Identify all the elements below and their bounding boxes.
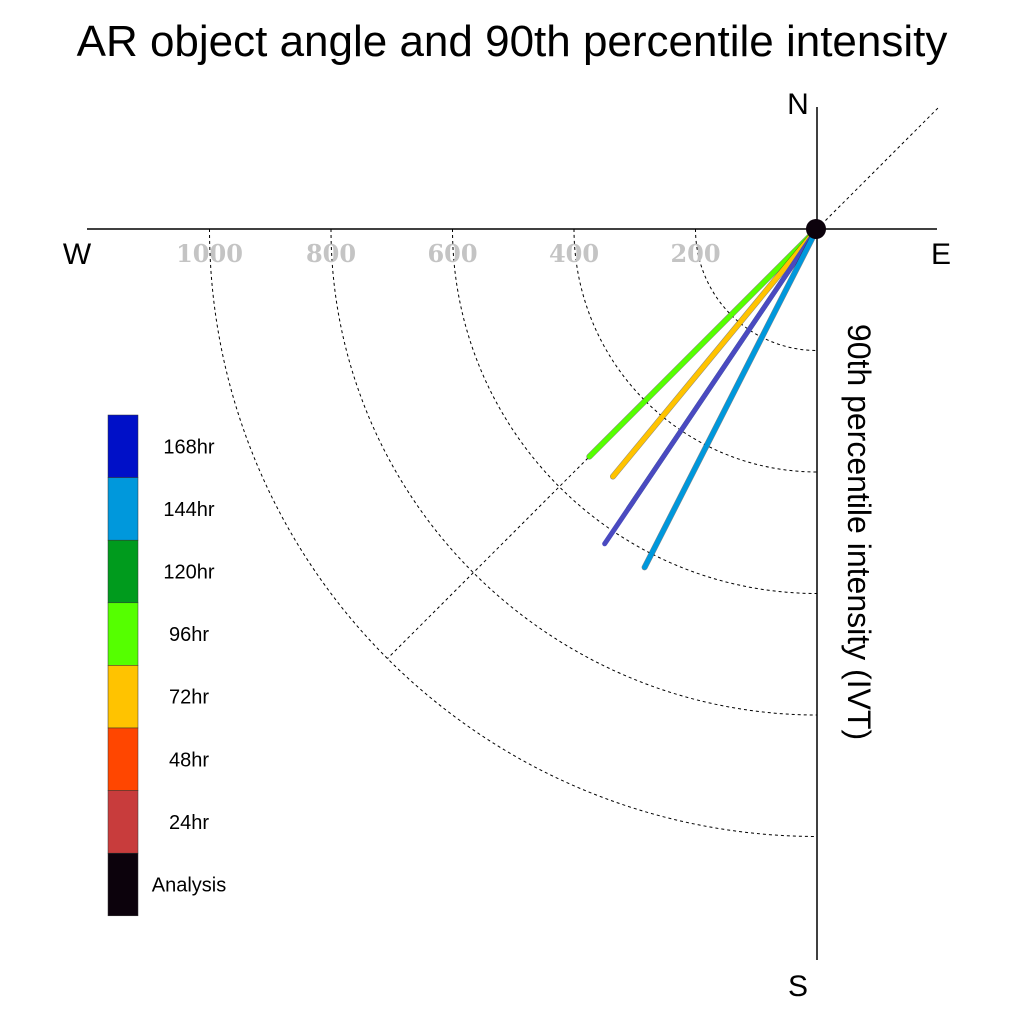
series-lines bbox=[586, 226, 820, 571]
sw-diagonal bbox=[387, 228, 818, 659]
series-line-168hr bbox=[602, 226, 820, 547]
compass-north: N bbox=[787, 88, 809, 121]
legend-label-4: 72hr bbox=[169, 687, 209, 709]
radial-grid bbox=[209, 228, 818, 837]
chart-title: AR object angle and 90th percentile inte… bbox=[77, 17, 948, 66]
legend-swatch-7 bbox=[107, 852, 139, 917]
series-stroke-96hr bbox=[586, 226, 820, 460]
tick-label-1: 400 bbox=[549, 239, 599, 268]
grid-arc-4 bbox=[209, 228, 818, 837]
radial-tick-labels: 200 400 600 800 1000 bbox=[176, 239, 720, 268]
legend-label-3: 96hr bbox=[169, 624, 209, 646]
series-line-144hr bbox=[641, 226, 820, 571]
y-axis-label: 90th percentile intensity (IVT) bbox=[841, 324, 877, 740]
legend-label-6: 24hr bbox=[169, 812, 209, 834]
legend-swatch-3 bbox=[107, 602, 139, 666]
legend-label-7: Analysis bbox=[152, 875, 226, 897]
series-stroke-168hr bbox=[602, 226, 820, 547]
legend-label-0: 168hr bbox=[163, 436, 214, 458]
grid-arc-0 bbox=[695, 228, 818, 351]
tick-label-0: 200 bbox=[670, 239, 720, 268]
legend-swatch-2 bbox=[107, 539, 139, 604]
compass-south: S bbox=[788, 970, 808, 1003]
legend-swatch-6 bbox=[107, 790, 139, 854]
legend-label-1: 144hr bbox=[163, 499, 214, 521]
grid-arc-2 bbox=[452, 228, 818, 594]
tick-label-4: 1000 bbox=[176, 239, 243, 268]
series-line-96hr bbox=[586, 226, 820, 460]
tick-label-3: 800 bbox=[306, 239, 356, 268]
series-line-72hr bbox=[609, 226, 820, 480]
legend-swatch-0 bbox=[107, 414, 139, 478]
legend-swatch-1 bbox=[107, 477, 139, 541]
tick-label-2: 600 bbox=[427, 239, 477, 268]
series-stroke-144hr bbox=[642, 226, 820, 570]
grid-arc-1 bbox=[573, 228, 818, 473]
legend-swatch-4 bbox=[107, 665, 139, 729]
legend-label-5: 48hr bbox=[169, 749, 209, 771]
grid-arc-3 bbox=[330, 228, 818, 716]
legend-swatch-5 bbox=[107, 727, 139, 791]
compass-west: W bbox=[63, 238, 92, 271]
origin-marker bbox=[806, 219, 826, 239]
legend: 168hr 144hr 120hr 96hr 72hr 48hr 24hr Analysis bbox=[107, 414, 226, 917]
legend-label-2: 120hr bbox=[163, 562, 214, 584]
ne-diagonal bbox=[816, 105, 941, 230]
compass-east: E bbox=[931, 238, 951, 271]
series-stroke-72hr bbox=[610, 226, 820, 480]
